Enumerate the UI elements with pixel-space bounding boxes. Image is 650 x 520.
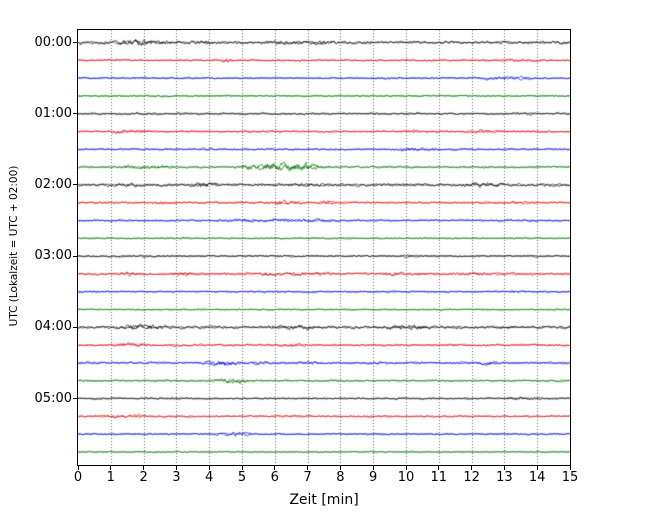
x-tick-label: 1: [106, 470, 115, 485]
x-tick: [110, 466, 112, 470]
x-tick: [175, 466, 177, 470]
x-tick-label: 2: [139, 470, 148, 485]
x-tick-label: 3: [172, 470, 181, 485]
x-tick: [503, 466, 505, 470]
x-tick: [274, 466, 276, 470]
y-tick: [73, 326, 77, 328]
y-tick-label: 02:00: [34, 176, 72, 192]
y-tick-label: 00:00: [34, 34, 72, 50]
x-tick: [372, 466, 374, 470]
y-tick-label: 05:00: [34, 390, 72, 406]
y-tick: [73, 255, 77, 257]
x-tick-label: 7: [303, 470, 312, 485]
x-tick-label: 9: [369, 470, 378, 485]
y-tick: [73, 42, 77, 43]
x-tick: [536, 466, 538, 470]
x-tick: [339, 466, 341, 470]
x-tick-label: 5: [237, 470, 247, 485]
x-tick: [471, 466, 473, 470]
y-tick: [73, 398, 77, 399]
x-tick: [241, 466, 243, 470]
x-tick-label: 14: [528, 470, 546, 485]
x-tick: [438, 466, 440, 470]
x-tick-label: 13: [496, 470, 513, 485]
x-tick-label: 10: [397, 470, 415, 485]
x-tick-label: 8: [336, 470, 345, 485]
x-tick-label: 4: [205, 470, 214, 485]
x-tick-label: 15: [561, 470, 579, 485]
y-tick-label: 01:00: [34, 105, 72, 121]
seismogram-traces-canvas: [78, 30, 570, 465]
x-tick-label: 12: [463, 470, 480, 485]
x-tick: [307, 466, 309, 470]
x-tick: [208, 466, 210, 470]
y-tick: [73, 113, 77, 115]
y-tick: [73, 184, 77, 186]
x-tick: [405, 466, 407, 470]
y-axis-label: UTC (Lokalzeit = UTC + 02:00): [8, 165, 20, 327]
y-tick-label: 04:00: [34, 319, 72, 335]
x-tick-label: 6: [270, 470, 279, 485]
x-axis-label: Zeit [min]: [289, 492, 359, 508]
x-tick: [77, 466, 79, 470]
x-tick: [143, 466, 145, 470]
y-tick-label: 03:00: [34, 248, 72, 264]
x-tick: [569, 466, 571, 470]
plot-area: [77, 29, 571, 466]
x-tick-label: 11: [430, 470, 448, 485]
x-tick-label: 0: [73, 470, 83, 485]
